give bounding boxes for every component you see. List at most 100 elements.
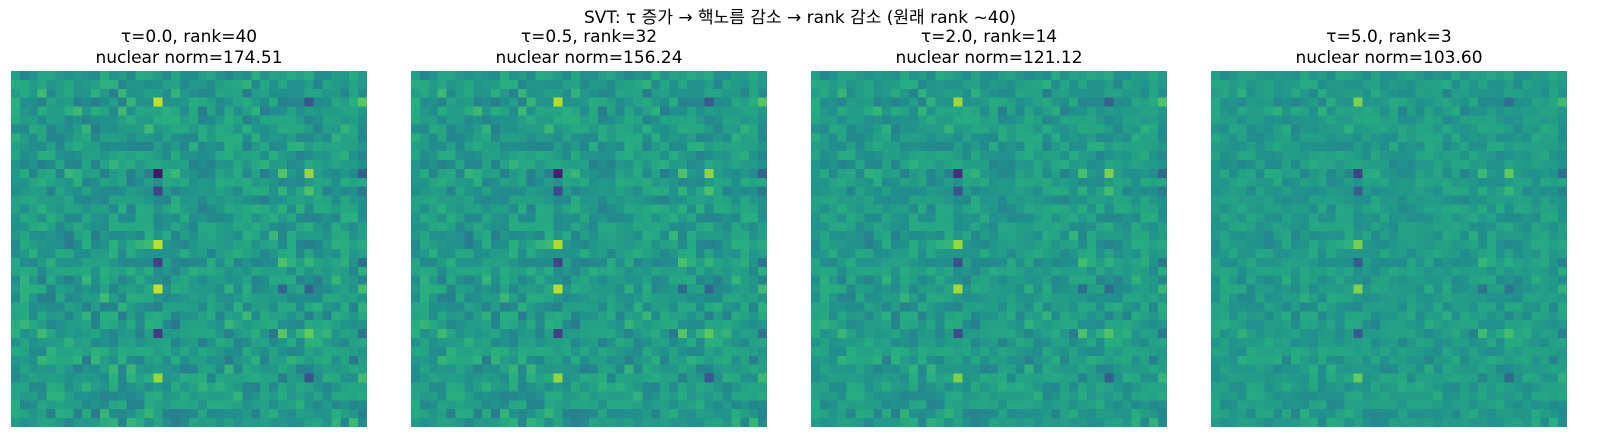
heatmap-cell [37, 346, 47, 357]
heatmap-cell [597, 177, 608, 188]
heatmap-cell [571, 329, 581, 339]
heatmap-cell [917, 240, 928, 250]
heatmap-cell [926, 97, 936, 107]
heatmap-cell [206, 418, 217, 427]
heatmap-cell [313, 302, 323, 312]
heatmap-cell [108, 249, 119, 259]
heatmap-cell [900, 151, 910, 161]
heatmap-cell [722, 373, 732, 383]
heatmap-cell [1006, 160, 1017, 170]
heatmap-cell [535, 249, 545, 259]
heatmap-cell [1033, 418, 1043, 427]
heatmap-cell [411, 338, 421, 348]
heatmap-cell [242, 364, 252, 374]
heatmap-cell [437, 302, 447, 312]
heatmap-cell [1060, 195, 1070, 205]
heatmap-cell [660, 168, 670, 179]
heatmap-cell [1051, 302, 1061, 312]
heatmap-cell [1389, 88, 1399, 99]
heatmap-cell [82, 240, 92, 250]
heatmap-cell [615, 79, 625, 90]
heatmap-cell [1006, 204, 1017, 214]
heatmap-cell [535, 293, 545, 303]
heatmap-cell [544, 71, 554, 81]
heatmap-cell [331, 88, 341, 99]
heatmap-cell [1140, 231, 1150, 241]
heatmap-cell [278, 124, 288, 134]
heatmap-cell [144, 257, 154, 268]
heatmap-cell [242, 124, 252, 134]
heatmap-cell [1219, 71, 1230, 81]
heatmap-cell [1104, 320, 1114, 330]
heatmap-cell [544, 311, 554, 321]
heatmap-cell [446, 311, 456, 321]
heatmap-cell [1086, 400, 1097, 410]
heatmap-cell [1051, 97, 1061, 107]
heatmap-cell [819, 346, 830, 357]
heatmap-cell [215, 338, 225, 348]
heatmap-cell [517, 88, 528, 99]
heatmap-cell [144, 284, 154, 294]
heatmap-cell [82, 142, 92, 152]
heatmap-cell [926, 204, 936, 214]
heatmap-cell [828, 222, 839, 232]
heatmap-cell [1158, 329, 1167, 339]
heatmap-cell [1060, 329, 1070, 339]
heatmap-cell [678, 355, 688, 366]
heatmap-cell [1042, 418, 1052, 427]
heatmap-cell [419, 346, 430, 357]
heatmap-cell [1158, 355, 1167, 366]
heatmap-cell [91, 177, 101, 188]
heatmap-cell [180, 302, 190, 312]
heatmap-cell [349, 106, 359, 116]
heatmap-cell [260, 364, 270, 374]
heatmap-cell [349, 266, 359, 277]
heatmap-cell [544, 266, 554, 277]
heatmap-cell [837, 320, 847, 330]
heatmap-cell [135, 115, 145, 125]
heatmap-cell [971, 142, 981, 152]
heatmap-cell [73, 320, 83, 330]
heatmap-cell [91, 240, 101, 250]
heatmap-cell [153, 97, 163, 107]
heatmap-cell [500, 293, 510, 303]
heatmap-cell [606, 222, 617, 232]
heatmap-cell [713, 204, 723, 214]
heatmap-cell [1006, 329, 1017, 339]
heatmap-cell [269, 124, 279, 134]
heatmap-cell [1380, 71, 1390, 81]
heatmap-cell [811, 71, 821, 81]
heatmap-cell [544, 240, 554, 250]
heatmap-cell [864, 409, 874, 419]
heatmap-cell [1015, 168, 1025, 179]
heatmap-cell [900, 186, 910, 196]
heatmap-cell [944, 142, 954, 152]
heatmap-cell [1140, 284, 1150, 294]
heatmap-cell [811, 302, 821, 312]
heatmap-cell [731, 355, 741, 366]
heatmap-cell [953, 418, 963, 427]
heatmap-cell [980, 204, 990, 214]
heatmap-cell [242, 142, 252, 152]
heatmap-cell [455, 284, 465, 294]
heatmap-cell [358, 293, 367, 303]
heatmap-cell [944, 168, 954, 179]
heatmap-cell [206, 186, 217, 196]
heatmap-cell [944, 373, 954, 383]
heatmap-cell [242, 257, 252, 268]
heatmap-cell [233, 124, 243, 134]
heatmap-cell [73, 240, 83, 250]
heatmap-cell [171, 177, 181, 188]
heatmap-cell [517, 240, 528, 250]
heatmap-cell [1060, 364, 1070, 374]
heatmap-cell [135, 355, 145, 366]
heatmap-cell [1033, 133, 1043, 143]
heatmap-cell [108, 204, 119, 214]
heatmap-cell [731, 311, 741, 321]
heatmap-cell [713, 240, 723, 250]
heatmap-cell [1015, 249, 1025, 259]
heatmap-cell [997, 177, 1008, 188]
heatmap-cell [1371, 97, 1381, 107]
heatmap-cell [1558, 88, 1567, 99]
heatmap-cell [286, 329, 297, 339]
